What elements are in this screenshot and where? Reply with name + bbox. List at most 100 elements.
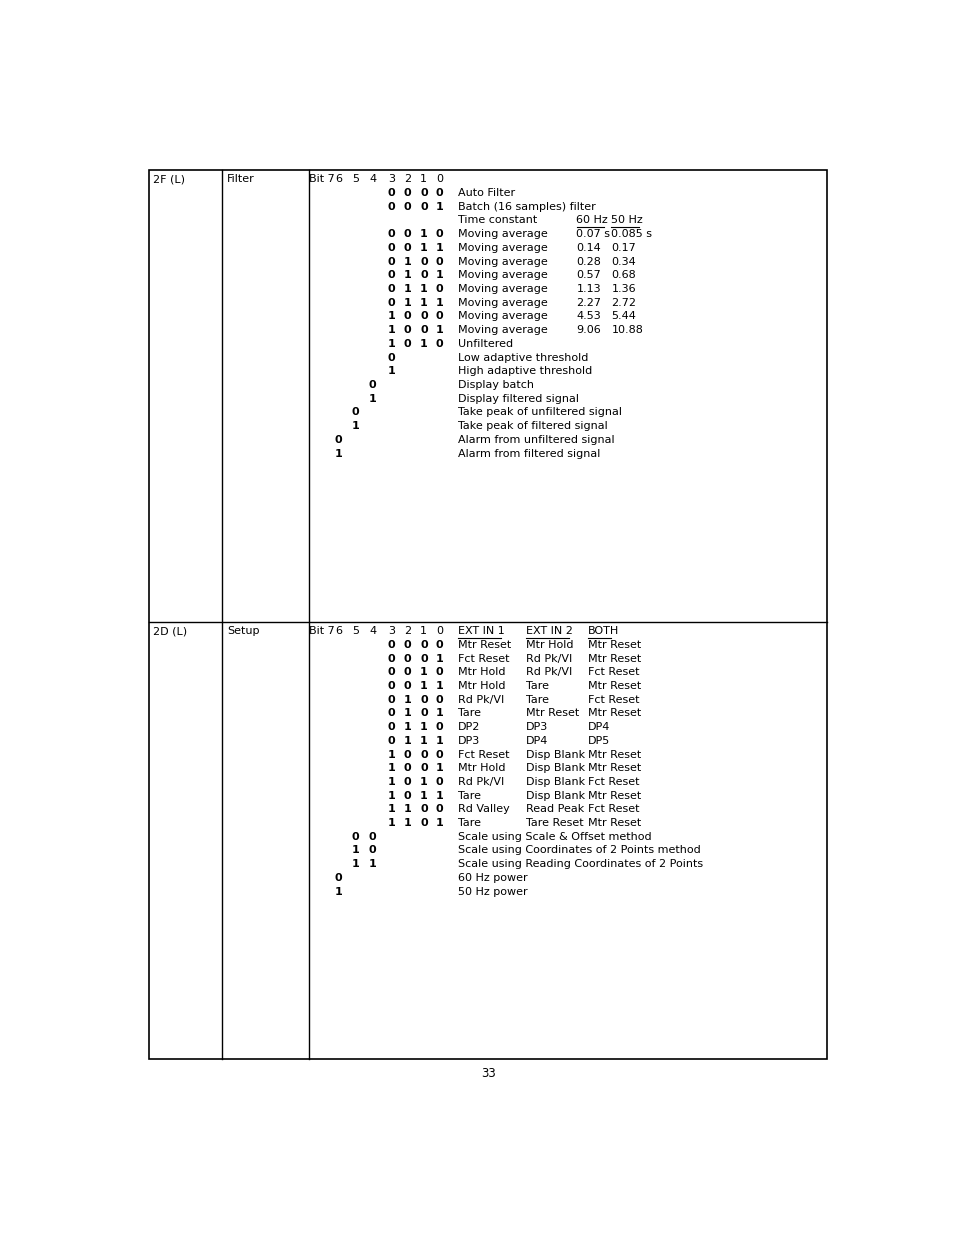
Text: Time constant: Time constant: [457, 215, 537, 226]
Text: 0: 0: [419, 818, 427, 827]
Text: 1: 1: [435, 680, 443, 692]
Text: 1: 1: [435, 243, 443, 253]
Text: 0: 0: [387, 709, 395, 719]
Text: 1: 1: [387, 818, 395, 827]
Text: 4: 4: [369, 174, 375, 184]
Text: Fct Reset: Fct Reset: [457, 653, 509, 663]
Text: Tare: Tare: [457, 790, 480, 800]
Text: 6: 6: [335, 174, 342, 184]
Text: DP3: DP3: [525, 722, 548, 732]
Text: 0: 0: [436, 777, 443, 787]
Text: Mtr Hold: Mtr Hold: [525, 640, 573, 650]
Text: 1: 1: [387, 325, 395, 335]
Text: Display filtered signal: Display filtered signal: [457, 394, 578, 404]
Text: Tare: Tare: [525, 695, 549, 705]
Text: 0: 0: [436, 667, 443, 677]
Text: 1: 1: [419, 722, 427, 732]
Text: 1: 1: [387, 763, 395, 773]
Text: 0.14: 0.14: [576, 243, 600, 253]
Text: 0.17: 0.17: [611, 243, 636, 253]
Text: 6: 6: [335, 626, 342, 636]
Text: 1: 1: [403, 722, 411, 732]
Text: Take peak of unfiltered signal: Take peak of unfiltered signal: [457, 408, 621, 417]
Text: 0: 0: [387, 230, 395, 240]
Text: 1: 1: [435, 709, 443, 719]
Text: 0: 0: [387, 722, 395, 732]
Text: 1.36: 1.36: [611, 284, 636, 294]
Text: Setup: Setup: [227, 626, 259, 636]
Text: Moving average: Moving average: [457, 284, 547, 294]
Text: Mtr Reset: Mtr Reset: [587, 653, 640, 663]
Text: Disp Blank: Disp Blank: [525, 750, 584, 760]
Text: 0: 0: [403, 653, 411, 663]
Text: Mtr Reset: Mtr Reset: [587, 790, 640, 800]
Text: 1: 1: [435, 298, 443, 308]
Text: 2: 2: [403, 174, 411, 184]
Text: Read Peak: Read Peak: [525, 804, 584, 814]
Text: 3: 3: [387, 626, 395, 636]
Text: 1: 1: [352, 860, 359, 869]
Text: EXT IN 1: EXT IN 1: [457, 626, 504, 636]
Text: 0: 0: [403, 230, 411, 240]
Text: 4: 4: [369, 626, 375, 636]
Text: 5: 5: [352, 626, 358, 636]
Text: Mtr Reset: Mtr Reset: [587, 709, 640, 719]
Text: 0: 0: [419, 270, 427, 280]
Text: 5: 5: [352, 174, 358, 184]
Text: Fct Reset: Fct Reset: [457, 750, 509, 760]
Text: 0: 0: [403, 680, 411, 692]
Text: 1: 1: [335, 448, 342, 458]
Text: 5.44: 5.44: [611, 311, 636, 321]
Text: 0: 0: [419, 804, 427, 814]
Text: Rd Pk/VI: Rd Pk/VI: [457, 777, 503, 787]
Text: 0: 0: [436, 311, 443, 321]
Text: 0: 0: [419, 695, 427, 705]
Text: 0.34: 0.34: [611, 257, 636, 267]
Text: 1: 1: [403, 270, 411, 280]
Text: DP4: DP4: [525, 736, 548, 746]
Text: 0: 0: [419, 311, 427, 321]
Text: 1: 1: [419, 338, 427, 348]
Text: 50 Hz: 50 Hz: [611, 215, 642, 226]
Text: Rd Pk/VI: Rd Pk/VI: [525, 653, 572, 663]
Text: 0: 0: [436, 338, 443, 348]
Text: 1: 1: [403, 298, 411, 308]
Text: 0: 0: [419, 653, 427, 663]
Text: Fct Reset: Fct Reset: [587, 667, 639, 677]
Text: DP3: DP3: [457, 736, 479, 746]
Text: 50 Hz power: 50 Hz power: [457, 887, 527, 897]
Text: 0: 0: [436, 626, 442, 636]
Text: 0: 0: [436, 188, 443, 198]
Text: 0.57: 0.57: [576, 270, 600, 280]
Text: Tare: Tare: [525, 680, 549, 692]
Text: Mtr Hold: Mtr Hold: [457, 680, 505, 692]
Text: 0: 0: [419, 750, 427, 760]
Text: 1: 1: [335, 887, 342, 897]
Text: 0: 0: [403, 325, 411, 335]
Text: Moving average: Moving average: [457, 257, 547, 267]
Text: Scale using Reading Coordinates of 2 Points: Scale using Reading Coordinates of 2 Poi…: [457, 860, 702, 869]
Text: Bit 7: Bit 7: [309, 626, 335, 636]
Text: DP2: DP2: [457, 722, 479, 732]
Text: 0: 0: [335, 435, 342, 445]
Text: Mtr Reset: Mtr Reset: [587, 818, 640, 827]
Text: Moving average: Moving average: [457, 243, 547, 253]
Text: 60 Hz power: 60 Hz power: [457, 873, 527, 883]
Text: 0: 0: [387, 680, 395, 692]
Text: 1: 1: [419, 777, 427, 787]
Text: 0: 0: [419, 763, 427, 773]
Text: Mtr Reset: Mtr Reset: [525, 709, 578, 719]
Text: 1: 1: [387, 777, 395, 787]
Text: 1: 1: [420, 626, 427, 636]
Text: 0: 0: [403, 338, 411, 348]
Text: 9.06: 9.06: [576, 325, 600, 335]
Text: 1: 1: [403, 695, 411, 705]
Text: Scale using Scale & Offset method: Scale using Scale & Offset method: [457, 831, 651, 842]
Text: 1: 1: [435, 818, 443, 827]
Text: 0.68: 0.68: [611, 270, 636, 280]
Text: Mtr Hold: Mtr Hold: [457, 763, 505, 773]
Text: 0: 0: [403, 750, 411, 760]
Text: Mtr Reset: Mtr Reset: [587, 763, 640, 773]
Text: 60 Hz: 60 Hz: [576, 215, 608, 226]
Text: 0: 0: [387, 284, 395, 294]
